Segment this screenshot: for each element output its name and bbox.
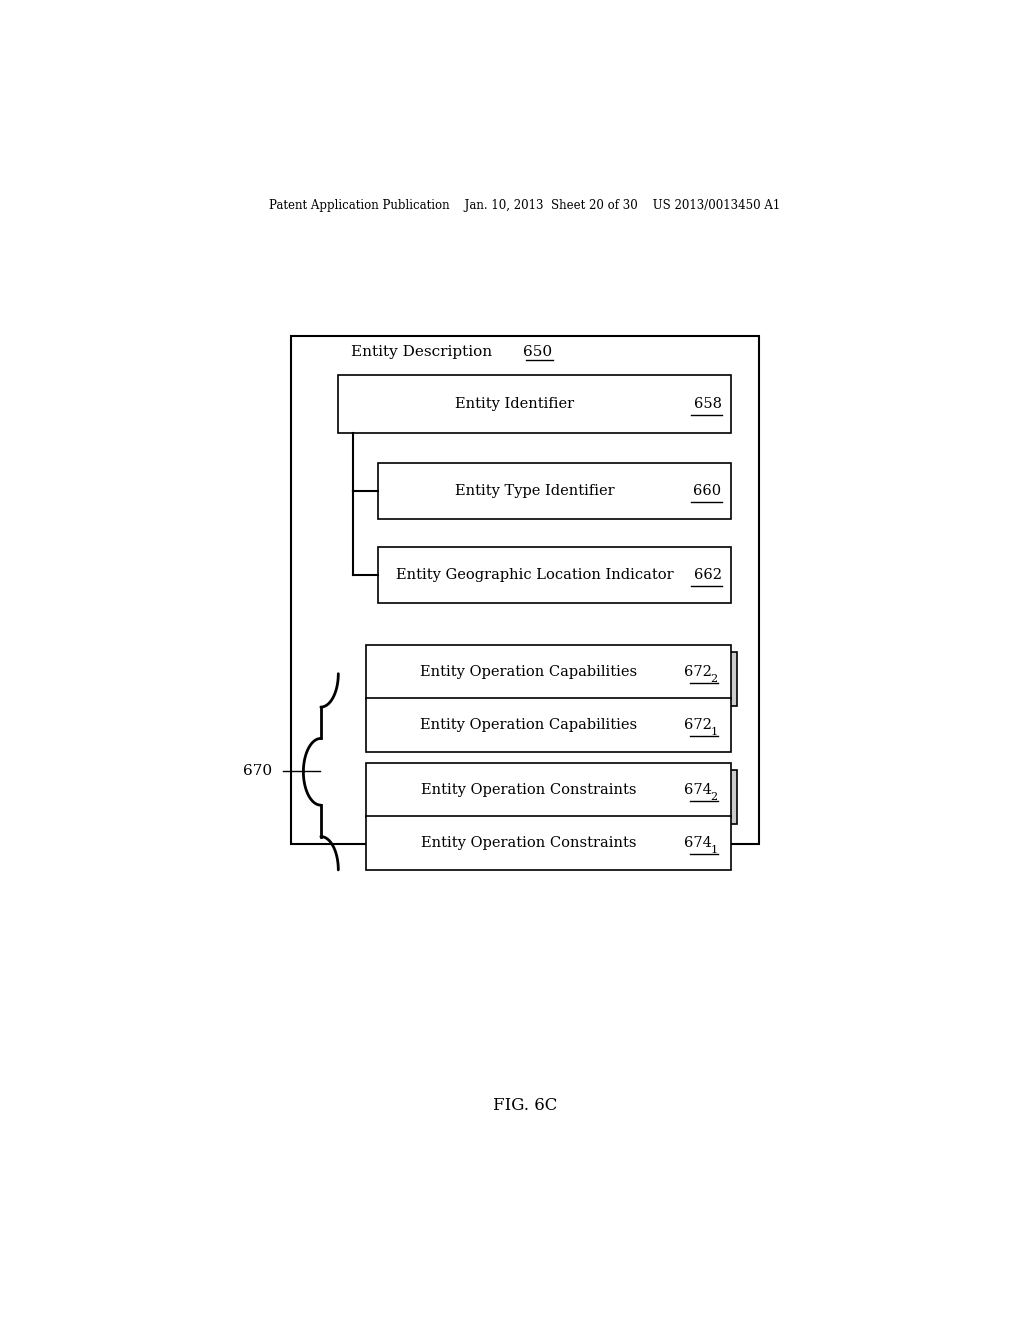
Text: Entity Geographic Location Indicator: Entity Geographic Location Indicator (396, 568, 674, 582)
FancyBboxPatch shape (378, 463, 731, 519)
Text: FIG. 6C: FIG. 6C (493, 1097, 557, 1114)
Text: 1: 1 (711, 845, 718, 855)
FancyBboxPatch shape (367, 645, 731, 700)
FancyBboxPatch shape (372, 771, 736, 824)
Text: 670: 670 (244, 764, 272, 779)
FancyBboxPatch shape (367, 698, 731, 752)
Text: Entity Type Identifier: Entity Type Identifier (455, 484, 614, 498)
Text: Entity Operation Constraints: Entity Operation Constraints (421, 783, 637, 797)
Text: 672: 672 (684, 718, 712, 733)
FancyBboxPatch shape (367, 816, 731, 870)
Text: Entity Operation Constraints: Entity Operation Constraints (421, 836, 637, 850)
Text: Entity Operation Capabilities: Entity Operation Capabilities (420, 665, 637, 680)
Text: 672: 672 (684, 665, 712, 680)
Text: Entity Description: Entity Description (351, 345, 497, 359)
Text: 658: 658 (693, 397, 722, 411)
Text: 674: 674 (684, 783, 712, 797)
Text: 662: 662 (693, 568, 722, 582)
Text: Entity Identifier: Entity Identifier (456, 397, 574, 411)
Text: 650: 650 (523, 345, 553, 359)
Text: 674: 674 (684, 836, 712, 850)
Text: 2: 2 (711, 675, 718, 684)
FancyBboxPatch shape (291, 337, 759, 845)
FancyBboxPatch shape (372, 652, 736, 706)
FancyBboxPatch shape (338, 375, 731, 433)
FancyBboxPatch shape (378, 546, 731, 602)
Text: 660: 660 (693, 484, 722, 498)
Text: 2: 2 (711, 792, 718, 803)
Text: Entity Operation Capabilities: Entity Operation Capabilities (420, 718, 637, 733)
Text: Patent Application Publication    Jan. 10, 2013  Sheet 20 of 30    US 2013/00134: Patent Application Publication Jan. 10, … (269, 198, 780, 211)
FancyBboxPatch shape (367, 763, 731, 817)
Text: 1: 1 (711, 727, 718, 737)
